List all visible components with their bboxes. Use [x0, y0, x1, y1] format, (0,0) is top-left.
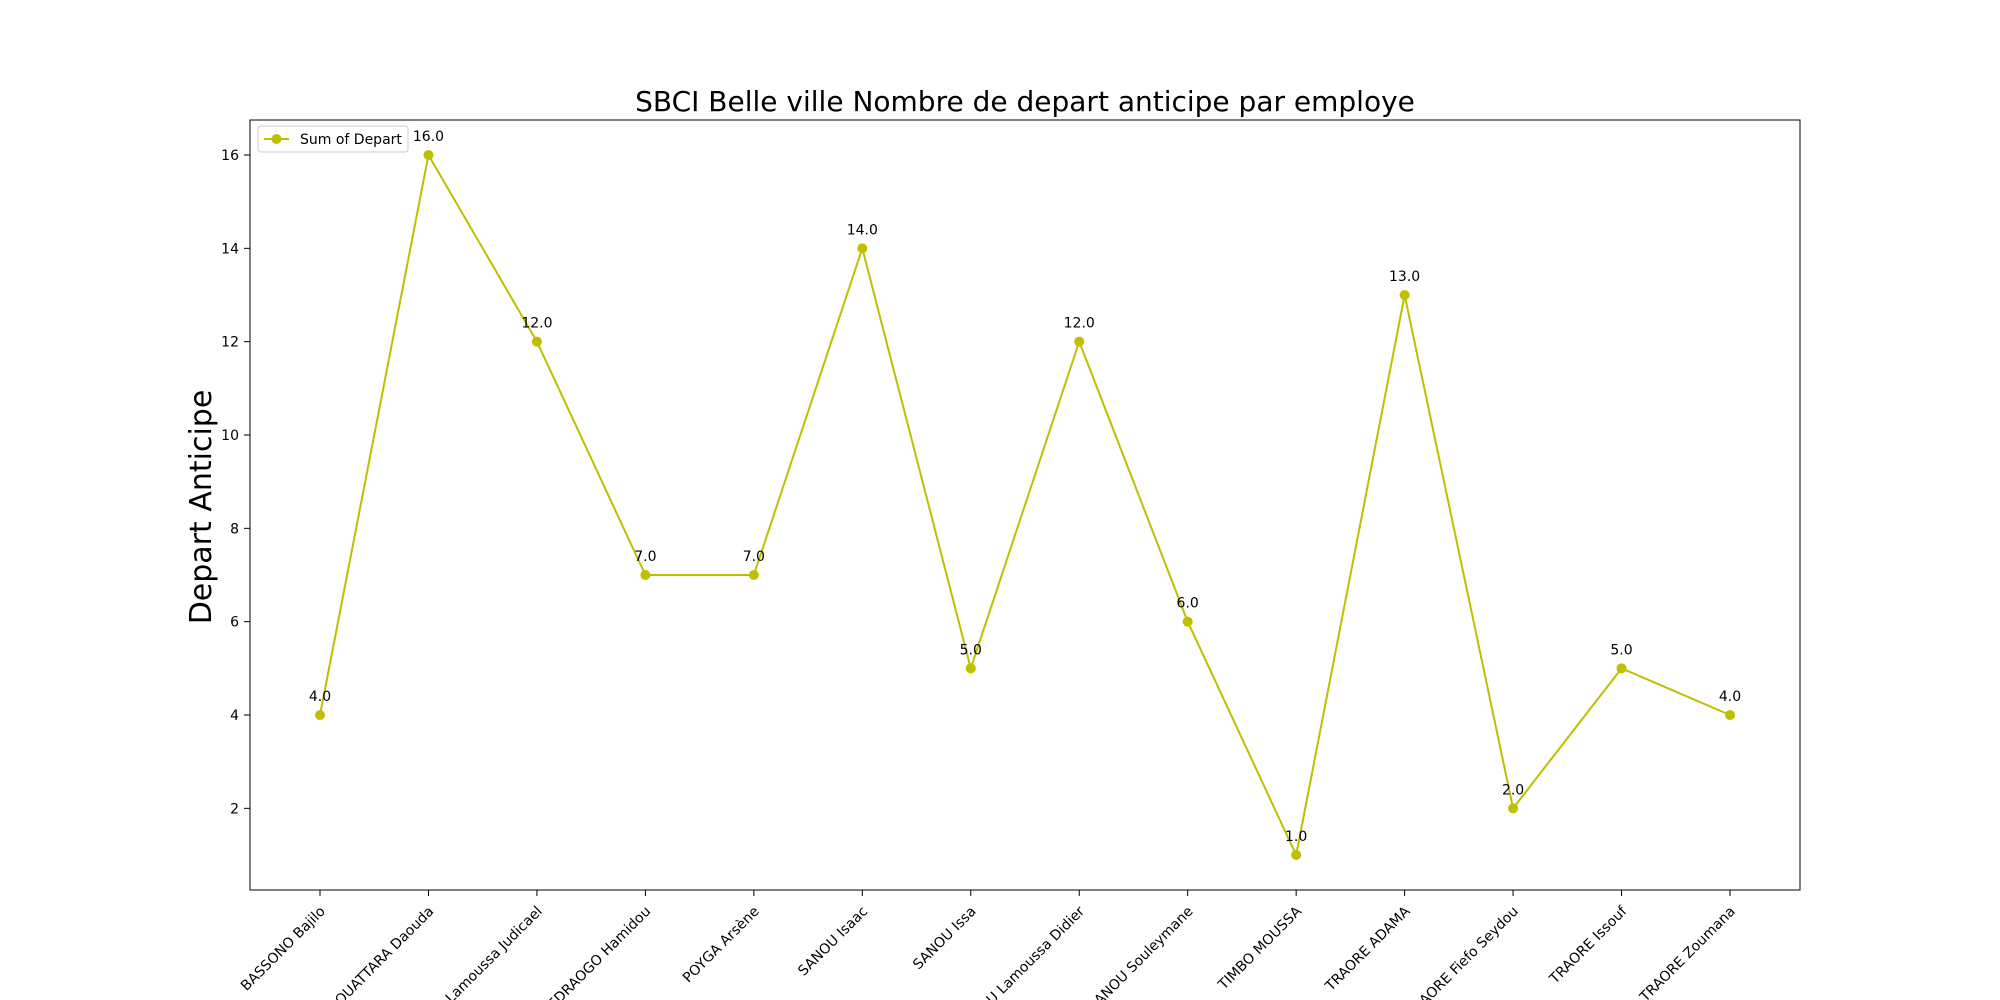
x-tick-label: TRAORE ADAMA: [1322, 903, 1414, 995]
data-label: 2.0: [1502, 782, 1524, 798]
data-label: 6.0: [1177, 596, 1199, 612]
data-label: 4.0: [1719, 689, 1741, 705]
y-tick-label: 10: [221, 428, 239, 444]
data-point: [315, 710, 325, 720]
x-tick-label: A Lamoussa Judicael: [433, 904, 546, 1000]
data-label: 13.0: [1389, 269, 1420, 285]
data-point: [1291, 850, 1302, 860]
data-label: 12.0: [521, 316, 552, 332]
data-label: 12.0: [1064, 316, 1095, 332]
x-tick-label: TRAORE Zoumana: [1636, 904, 1738, 1000]
data-point: [1399, 290, 1410, 300]
data-label: 7.0: [743, 549, 765, 565]
data-label: 1.0: [1285, 829, 1307, 845]
data-label: 4.0: [309, 689, 331, 705]
data-point: [423, 150, 434, 160]
y-axis-label: Depart Anticipe: [184, 390, 219, 625]
x-tick-label: RAORE Fiefo Seydou: [1410, 904, 1522, 1000]
plot-area: 2 4 6 8 10 12 14 16 BASSONO Bajilo OUATTARA Daoud…: [221, 119, 1801, 1000]
data-point: [748, 570, 759, 580]
x-tick-label: TIMBO MOUSSA: [1215, 903, 1305, 993]
data-point: [857, 243, 868, 254]
data-point: [965, 663, 976, 674]
y-tick-label: 2: [230, 801, 239, 817]
data-point: [531, 336, 542, 347]
series-line: [319, 152, 1731, 859]
y-tick-label: 14: [221, 241, 239, 257]
y-tick-label: 6: [230, 615, 239, 631]
plot-frame: [249, 119, 1801, 891]
data-point: [1616, 663, 1627, 674]
legend: Sum of Depart: [257, 125, 409, 153]
data-point: [1182, 616, 1193, 627]
data-point: [1508, 803, 1519, 814]
x-tick-label: TRAORE Issouf: [1546, 903, 1631, 988]
legend-marker-icon: [271, 134, 282, 144]
y-tick-label: 12: [221, 335, 239, 351]
chart-title: SBCI Belle ville Nombre de depart antici…: [635, 85, 1415, 118]
data-label: 16.0: [413, 129, 444, 145]
data-label: 5.0: [960, 642, 982, 658]
x-tick-label: BASSONO Bajilo: [238, 904, 329, 995]
data-label: 14.0: [847, 222, 878, 238]
x-tick-label: OU Lamoussa Didier: [976, 903, 1088, 1000]
y-tick-label: 4: [230, 708, 239, 724]
x-tick-label: SANOU Issa: [910, 904, 979, 973]
legend-box: [257, 125, 409, 153]
data-label: 7.0: [634, 549, 656, 565]
x-tick-label: OUATTARA Daouda: [332, 904, 437, 1000]
data-point: [1725, 710, 1735, 720]
data-point: [1074, 336, 1085, 347]
y-tick-label: 16: [221, 148, 239, 164]
data-point: [640, 570, 651, 580]
legend-label: Sum of Depart: [300, 132, 402, 148]
x-tick-label: POYGA Arsène: [680, 904, 763, 987]
x-tick-label: OUEDRAOGO Hamidou: [530, 904, 654, 1000]
x-tick-label: SANOU Souleymane: [1085, 904, 1197, 1000]
data-label: 5.0: [1610, 642, 1632, 658]
x-tick-label: SANOU Isaac: [795, 904, 871, 980]
y-tick-label: 8: [230, 521, 239, 537]
